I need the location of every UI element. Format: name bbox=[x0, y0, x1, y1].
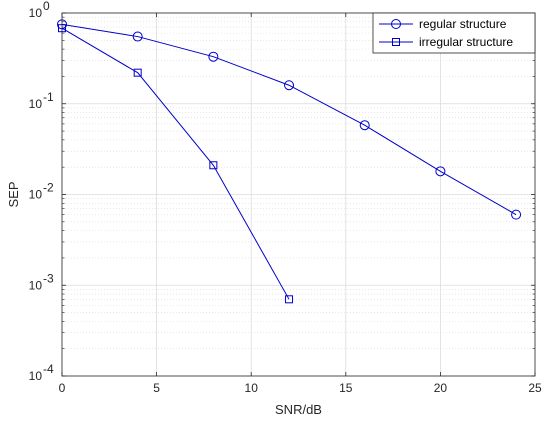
data-point bbox=[284, 80, 295, 91]
y-tick-label-exponent: -1 bbox=[43, 90, 54, 104]
legend-marker bbox=[392, 38, 400, 46]
y-axis-title: SEP bbox=[6, 181, 21, 207]
series-line bbox=[61, 27, 290, 300]
x-axis-title: SNR/dB bbox=[275, 402, 322, 417]
x-tick-label: 10 bbox=[245, 381, 259, 395]
data-point bbox=[511, 209, 522, 220]
data-point bbox=[132, 31, 143, 42]
data-point bbox=[359, 120, 370, 131]
x-tick-label: 5 bbox=[153, 381, 160, 395]
y-tick-label: 10 bbox=[29, 6, 43, 20]
data-point bbox=[133, 68, 142, 77]
y-tick-label: 10 bbox=[29, 97, 43, 111]
legend-marker bbox=[391, 19, 401, 29]
y-tick-label: 10 bbox=[29, 278, 43, 292]
series-line bbox=[61, 23, 517, 216]
data-point bbox=[209, 161, 218, 170]
y-tick-label-exponent: -4 bbox=[43, 362, 54, 376]
series-irregular bbox=[58, 24, 294, 304]
y-tick-label-exponent: 0 bbox=[43, 0, 50, 13]
y-tick-label-exponent: -2 bbox=[43, 181, 54, 195]
legend-box bbox=[372, 12, 536, 54]
x-tick-label: 15 bbox=[339, 381, 353, 395]
legend: regular structure irregular structure bbox=[372, 12, 536, 54]
data-point bbox=[285, 295, 294, 304]
data-point bbox=[58, 24, 66, 33]
legend-entry-label: irregular structure bbox=[419, 35, 513, 49]
x-tick-label: 20 bbox=[434, 381, 448, 395]
data-point bbox=[57, 19, 67, 30]
x-tick-label: 25 bbox=[528, 381, 542, 395]
series-regular bbox=[57, 19, 522, 220]
legend-entry-label: regular structure bbox=[419, 17, 507, 31]
y-tick-label: 10 bbox=[29, 188, 43, 202]
data-point bbox=[208, 51, 219, 62]
data-series bbox=[57, 19, 522, 304]
data-point bbox=[435, 166, 446, 177]
y-tick-label-exponent: -3 bbox=[43, 271, 54, 285]
y-tick-label: 10 bbox=[29, 369, 43, 383]
x-tick-label: 0 bbox=[59, 381, 66, 395]
